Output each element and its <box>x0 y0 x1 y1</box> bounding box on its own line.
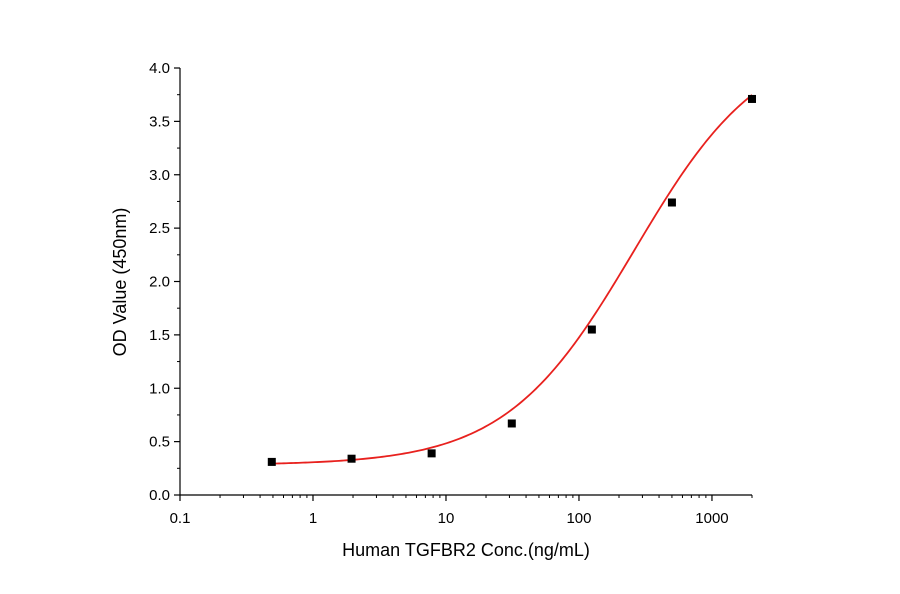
data-point <box>587 325 596 334</box>
y-tick-label: 2.5 <box>149 220 170 237</box>
x-tick-label: 1000 <box>695 510 728 527</box>
data-point <box>347 454 356 463</box>
y-tick-label: 1.5 <box>149 327 170 344</box>
x-tick-label: 1 <box>309 510 317 527</box>
x-tick-label: 10 <box>438 510 455 527</box>
y-tick-label: 1.0 <box>149 380 170 397</box>
fit-curve-line <box>271 94 753 465</box>
y-tick-label: 3.5 <box>149 113 170 130</box>
data-point <box>427 449 436 458</box>
y-tick-label: 0.5 <box>149 434 170 451</box>
y-tick-label: 4.0 <box>149 60 170 77</box>
x-tick-label: 0.1 <box>170 510 191 527</box>
data-point <box>748 94 756 103</box>
chart-axes: 0.0 0.5 1.0 1.5 2.0 2.5 3.0 3.5 4.0 0.1 1 10 100 1000 <box>149 60 753 527</box>
data-point <box>667 198 676 207</box>
y-tick-label: 0.0 <box>149 487 170 504</box>
y-axis-title: OD Value (450nm) <box>110 208 130 357</box>
x-tick-label: 100 <box>566 510 591 527</box>
data-points-layer <box>267 94 756 466</box>
y-tick-label: 3.0 <box>149 167 170 184</box>
y-tick-label: 2.0 <box>149 274 170 291</box>
data-point <box>507 419 516 428</box>
data-point <box>267 457 276 466</box>
x-axis-title: Human TGFBR2 Conc.(ng/mL) <box>342 540 590 560</box>
fit-curve-layer <box>271 94 753 465</box>
